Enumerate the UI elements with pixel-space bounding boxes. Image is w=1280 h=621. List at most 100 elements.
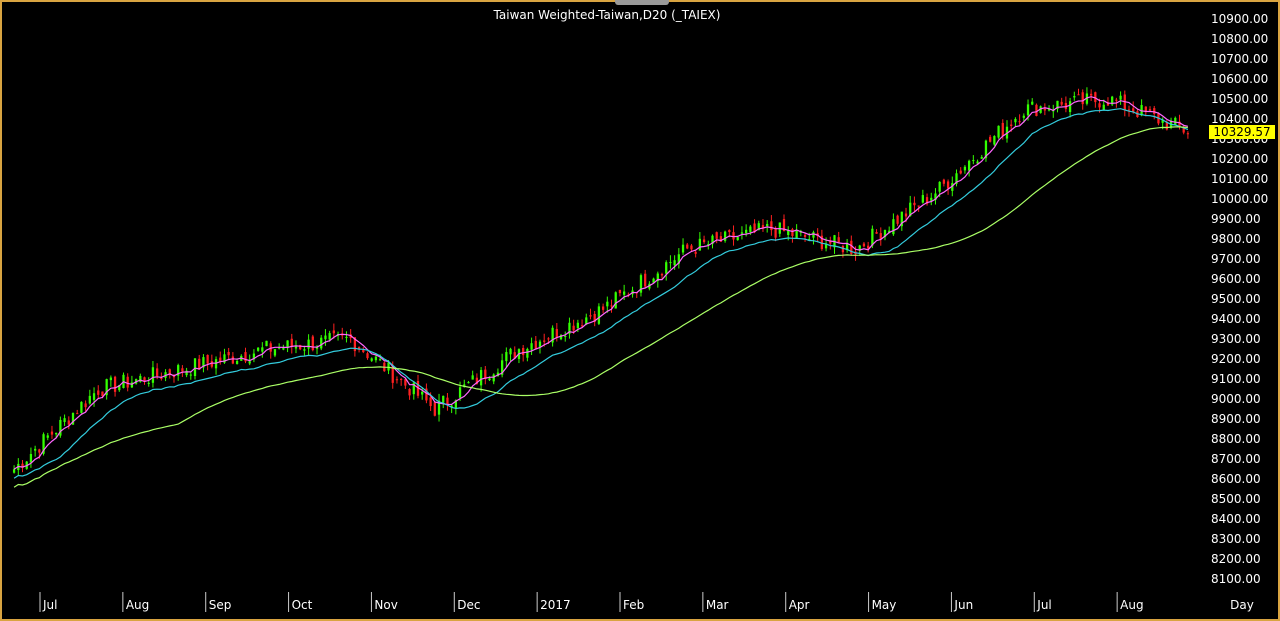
x-tick-label: Feb [623,598,644,612]
candle-down [774,227,777,238]
candle-down [1165,122,1168,130]
candle-up [972,160,975,162]
candle-up [261,347,264,352]
candle-down [1106,102,1110,106]
candle-up [766,224,769,227]
x-tick-label: Nov [374,598,397,612]
candle-up [450,405,453,408]
candle-up [711,235,714,244]
candle-down [332,330,335,334]
candle-down [50,431,54,435]
candle-up [749,226,752,232]
candle-up [681,244,685,253]
candle-up [256,347,260,351]
candle-up [177,365,180,376]
candle-down [21,463,24,468]
candle-down [1018,121,1021,123]
y-tick-label: 9300.00 [1211,332,1261,346]
candle-down [425,388,428,401]
y-tick-label: 8700.00 [1211,452,1261,466]
candle-down [770,221,773,231]
candle-up [488,378,491,381]
y-tick-label: 8900.00 [1211,412,1261,426]
candle-up [412,382,415,395]
candle-down [429,397,432,407]
candle-up [370,358,373,361]
candle-up [147,382,150,384]
candle-up [252,353,256,360]
candle-up [202,357,205,368]
candle-up [1056,100,1059,110]
candle-up [900,211,903,227]
candle-up [698,238,702,251]
candle-down [67,420,70,425]
candle-up [1161,119,1164,123]
candle-up [320,337,323,349]
candle-down [1077,94,1080,96]
last-price-marker: 10329.57 [1209,125,1275,139]
candle-up [614,292,617,309]
candle-down [1060,101,1063,105]
candle-up [951,183,954,191]
candle-up [883,229,887,237]
candle-up [189,374,192,376]
resize-grip[interactable] [615,0,669,5]
x-tick-label: Jul [1036,598,1051,612]
candle-up [669,262,672,264]
candle-up [1140,105,1143,116]
candle-down [829,240,832,244]
candle-down [660,273,664,276]
candle-down [156,368,159,376]
candle-up [193,358,197,377]
candle-down [1064,102,1068,109]
candle-up [652,278,655,283]
candle-up [442,395,445,403]
candle-down [644,273,647,287]
candle-up [500,360,504,375]
candle-down [904,213,908,217]
candle-up [59,419,62,436]
candle-up [458,387,462,398]
candle-up [505,352,508,362]
candle-down [942,179,946,184]
candle-down [820,235,824,250]
x-tick-label: Sep [209,598,232,612]
candle-up [812,232,815,238]
candle-down [896,215,899,224]
candle-down [172,375,176,378]
candle-up [993,136,996,145]
candle-up [824,244,828,249]
candle-down [601,306,605,310]
y-tick-label: 9200.00 [1211,352,1261,366]
y-tick-label: 8100.00 [1211,572,1261,586]
candle-up [677,254,680,264]
candle-up [538,341,542,347]
candle-up [71,413,75,425]
candle-up [387,362,390,371]
x-tick-label: Oct [292,598,313,612]
candle-down [366,353,369,359]
y-tick-label: 9600.00 [1211,272,1261,286]
candle-up [282,348,285,350]
candle-down [143,377,146,382]
candle-down [867,245,870,249]
candle-up [787,230,790,235]
y-tick-label: 9500.00 [1211,292,1261,306]
candle-down [1153,108,1156,114]
candle-up [757,223,760,231]
candle-up [736,237,739,241]
candle-up [185,370,188,376]
candle-down [475,377,479,384]
candle-up [1039,106,1042,113]
candle-down [959,170,962,174]
candle-down [484,369,487,379]
x-axis: Jul Aug Sep Oct Nov Dec 2017 Feb Mar Apr May Jun Jul… [39,592,1144,612]
y-tick-label: 10700.00 [1211,52,1268,66]
candle-up [639,275,643,293]
candle-down [913,202,916,206]
x-tick-label: Dec [457,598,480,612]
candle-up [1047,108,1051,111]
candle-down [690,245,693,250]
candle-down [38,449,41,453]
